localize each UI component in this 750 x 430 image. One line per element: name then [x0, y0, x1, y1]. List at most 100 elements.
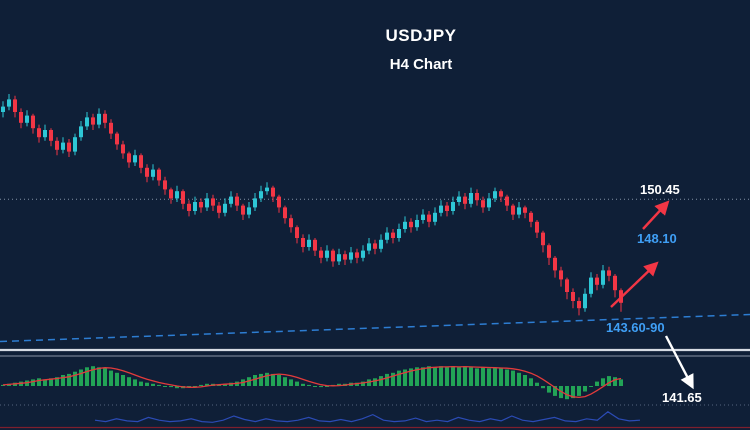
candle-body — [175, 191, 179, 199]
candle-body — [103, 113, 107, 123]
bottom-indicator-layer — [94, 411, 641, 423]
histogram-bar — [313, 386, 317, 387]
histogram-bar — [397, 370, 401, 386]
chart-title: USDJPY H4 Chart — [385, 26, 456, 73]
histogram-bar — [391, 372, 395, 386]
histogram-bar — [439, 366, 443, 386]
histogram-bar — [361, 381, 365, 386]
histogram-bar — [493, 367, 497, 386]
candle-body — [289, 218, 293, 228]
histogram-bar — [265, 372, 269, 386]
histogram-bar — [301, 383, 305, 386]
candle-body — [283, 207, 287, 219]
candle-body — [97, 113, 101, 125]
candle-body — [31, 115, 35, 129]
candle-body — [1, 106, 5, 112]
candle-body — [445, 205, 449, 211]
histogram-bar — [307, 384, 311, 386]
histogram-bar — [295, 381, 299, 386]
momentum-histogram-layer — [1, 365, 623, 400]
histogram-bar — [103, 368, 107, 386]
candle-body — [481, 200, 485, 208]
histogram-bar — [121, 375, 125, 386]
histogram-bar — [337, 383, 341, 386]
candle-body — [397, 229, 401, 238]
bullish-arrow-to-150 — [642, 200, 670, 230]
histogram-bar — [481, 367, 485, 386]
candle-body — [193, 202, 197, 211]
candle-body — [547, 245, 551, 258]
histogram-bar — [535, 382, 539, 386]
candle-body — [343, 254, 347, 260]
histogram-bar — [589, 386, 593, 387]
candle-body — [325, 250, 329, 258]
histogram-bar — [463, 366, 467, 386]
candle-body — [199, 202, 203, 208]
resistance-label-150: 150.45 — [640, 182, 680, 197]
candle-body — [265, 187, 269, 192]
candle-body — [607, 270, 611, 276]
histogram-bar — [133, 379, 137, 386]
histogram-bar — [37, 378, 41, 386]
histogram-bar — [109, 370, 113, 386]
histogram-bar — [619, 379, 623, 386]
histogram-bar — [277, 375, 281, 386]
candle-body — [517, 207, 521, 215]
histogram-bar — [607, 376, 611, 386]
candle-body — [121, 144, 125, 154]
histogram-bar — [199, 384, 203, 386]
histogram-bar — [67, 373, 71, 386]
histogram-bar — [355, 382, 359, 386]
candle-body — [487, 198, 491, 208]
trendline-layer — [0, 313, 750, 343]
candle-body — [535, 221, 539, 233]
histogram-bar — [541, 386, 545, 389]
candle-body — [73, 137, 77, 152]
histogram-bar — [175, 386, 179, 389]
candle-body — [391, 232, 395, 238]
histogram-bar — [55, 377, 59, 386]
timeframe-title: H4 Chart — [389, 56, 453, 73]
candle-body — [205, 198, 209, 208]
candle-body — [37, 128, 41, 138]
histogram-bar — [205, 383, 209, 386]
candle-body — [601, 270, 605, 285]
histogram-bar — [97, 367, 101, 386]
candle-body — [319, 250, 323, 258]
histogram-bar — [601, 378, 605, 386]
candle-body — [571, 292, 575, 301]
candle-body — [61, 142, 65, 150]
candle-body — [307, 239, 311, 247]
projection-arrows — [610, 200, 694, 390]
candle-body — [13, 99, 17, 112]
histogram-bar — [325, 386, 329, 387]
candle-body — [337, 254, 341, 262]
candle-body — [583, 293, 587, 309]
candle-body — [67, 142, 71, 152]
candle-body — [277, 196, 281, 208]
histogram-bar — [511, 370, 515, 386]
candle-body — [7, 99, 11, 107]
histogram-bar — [385, 373, 389, 386]
histogram-bar — [595, 381, 599, 386]
histogram-bar — [517, 372, 521, 386]
histogram-bar — [427, 366, 431, 386]
histogram-bar — [445, 367, 449, 386]
candle-body — [529, 212, 533, 222]
candle-body — [49, 130, 53, 141]
candle-body — [565, 279, 569, 292]
candle-body — [451, 202, 455, 211]
histogram-bar — [49, 378, 53, 386]
histogram-bar — [379, 376, 383, 386]
histogram-bar — [187, 386, 191, 388]
histogram-bar — [61, 375, 65, 386]
histogram-bar — [529, 378, 533, 386]
candle-body — [109, 122, 113, 134]
histogram-bar — [193, 386, 197, 387]
histogram-bar — [151, 383, 155, 386]
histogram-bar — [115, 372, 119, 386]
candle-body — [439, 205, 443, 213]
candle-body — [475, 193, 479, 201]
